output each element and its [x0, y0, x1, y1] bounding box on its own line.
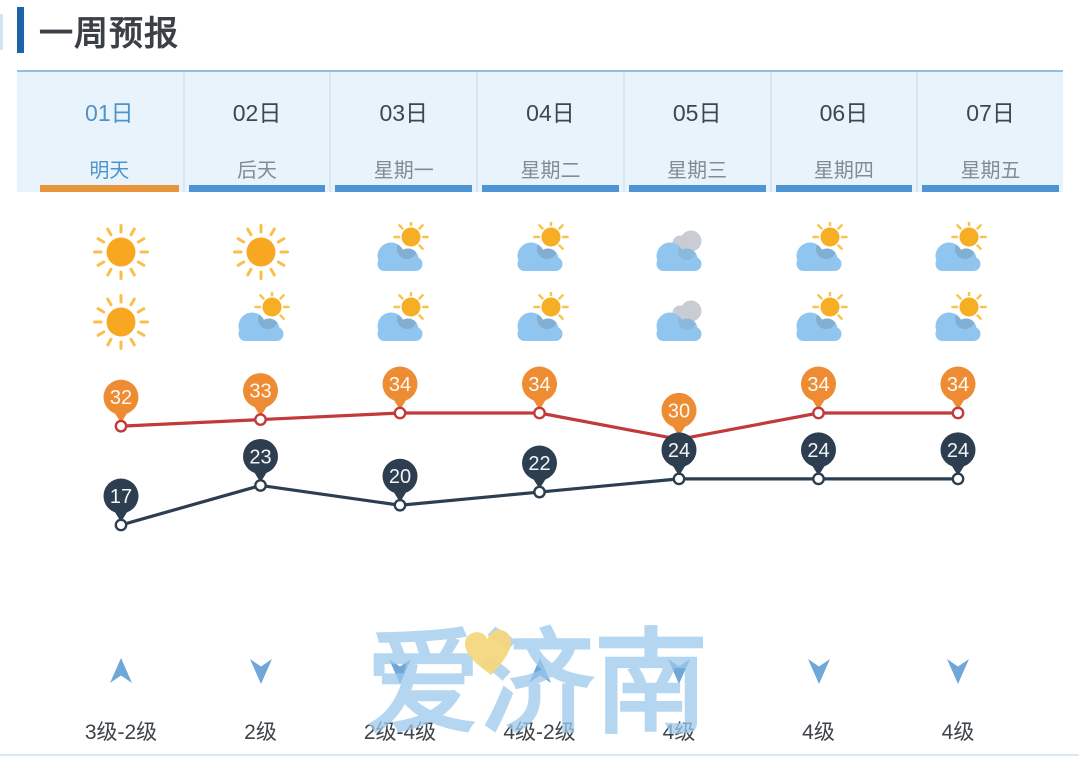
day-tab-3[interactable]: 03日星期一	[329, 72, 476, 192]
temp-value-label: 34	[389, 374, 411, 396]
temp-value-label: 32	[110, 387, 132, 409]
day-tab-indicator	[628, 185, 766, 192]
day-tab-date: 05日	[672, 100, 722, 126]
day-tab-date: 01日	[85, 100, 134, 126]
wind-direction-icon-down	[945, 656, 971, 686]
wind-level-label: 4级	[662, 721, 696, 744]
weather-icon-partly-cloudy	[925, 292, 991, 352]
weather-icon-cloudy	[646, 292, 712, 352]
section-header: 一周预报	[17, 6, 179, 54]
high-temp-marker: 33	[243, 373, 278, 417]
low-temp-marker: 20	[382, 458, 418, 503]
low-temp-marker: 17	[103, 478, 139, 522]
weather-icon-sunny	[228, 222, 294, 282]
wind-level-label: 4级	[941, 721, 975, 744]
high-temp-marker: 34	[801, 366, 836, 410]
temp-value-label: 34	[528, 374, 550, 396]
temp-value-label: 23	[249, 446, 271, 468]
low-temp-marker: 24	[661, 432, 697, 476]
day-tab-weekday: 明天	[89, 160, 130, 182]
wind-direction-icon-down	[806, 656, 832, 686]
day-tab-indicator	[40, 185, 179, 192]
low-temp-marker: 24	[940, 432, 976, 476]
day-tab-indicator	[335, 185, 473, 192]
weather-icon-partly-cloudy	[367, 222, 433, 282]
day-tab-4[interactable]: 04日星期二	[476, 72, 623, 192]
wind-level-label: 2级	[244, 721, 277, 744]
day-tab-7[interactable]: 07日星期五	[916, 72, 1063, 192]
wind-direction-icon-up	[108, 656, 134, 686]
weather-icon-partly-cloudy	[507, 292, 573, 352]
day-tabs: 01日 明天 02日 后天 03日 星期一 04日 星期二 05日 星期三 06日 星期四 07日 星期五	[17, 72, 1063, 192]
temp-value-label: 17	[110, 486, 132, 508]
day-tab-date: 07日	[966, 100, 1015, 126]
day-tab-indicator	[188, 185, 326, 192]
left-edge-fragment	[0, 14, 3, 50]
temp-value-label: 24	[807, 440, 829, 462]
day-tab-date: 04日	[526, 100, 575, 126]
wind-direction-icon-up	[527, 656, 553, 686]
high-temp-marker: 34	[522, 366, 557, 410]
low-temp-marker: 24	[801, 432, 836, 476]
high-temp-marker: 30	[661, 392, 697, 437]
weather-icon-partly-cloudy	[925, 222, 991, 282]
weather-icon-partly-cloudy	[228, 292, 294, 352]
wind-level-label: 2级-4级	[363, 721, 437, 744]
temp-value-label: 20	[389, 466, 411, 488]
day-tab-5[interactable]: 05日星期三	[622, 72, 770, 192]
wind-direction-icon-down	[666, 656, 692, 686]
temp-value-label: 24	[947, 440, 969, 462]
weather-icon-partly-cloudy	[507, 222, 573, 282]
day-tab-weekday: 星期五	[960, 160, 1021, 182]
temp-value-label: 33	[249, 381, 271, 403]
weather-icon-partly-cloudy	[367, 292, 433, 352]
wind-direction-icon-down	[387, 656, 413, 686]
wind-direction-icon-down	[248, 656, 274, 686]
temp-value-label: 34	[807, 374, 829, 396]
day-tab-weekday: 星期一	[373, 160, 434, 182]
day-tab-indicator	[775, 185, 913, 192]
low-temp-marker: 23	[243, 438, 278, 483]
weather-icon-partly-cloudy	[786, 222, 852, 282]
temp-value-label: 30	[668, 400, 690, 422]
wind-level-label: 4级	[802, 721, 835, 744]
temp-value-label: 34	[947, 374, 969, 396]
weather-icon-partly-cloudy	[786, 292, 852, 352]
low-temp-series: 17 23 20 22 24 24 24	[103, 432, 976, 532]
day-tab-weekday: 星期二	[520, 160, 581, 182]
day-tab-1[interactable]: 01日明天	[36, 72, 183, 192]
day-tab-date: 02日	[232, 100, 282, 126]
temp-value-label: 22	[528, 453, 550, 475]
weather-icon-sunny	[88, 222, 154, 282]
day-tab-2[interactable]: 02日后天	[182, 72, 330, 192]
bottom-divider	[0, 754, 1079, 756]
day-tab-date: 06日	[819, 100, 869, 126]
day-tab-weekday: 后天	[237, 160, 278, 182]
high-temp-marker: 34	[940, 366, 976, 410]
day-tab-weekday: 星期三	[667, 160, 728, 182]
page-title: 一周预报	[39, 14, 179, 53]
low-temp-marker: 22	[522, 445, 557, 490]
day-tab-date: 03日	[379, 100, 429, 126]
header-divider	[17, 70, 1063, 72]
day-tab-6[interactable]: 06日星期四	[769, 72, 917, 192]
temperature-chart: 32 33 34 34 30 34 34 17 23 20 22 24	[103, 366, 976, 532]
title-accent-bar	[17, 7, 24, 53]
high-temp-series: 32 33 34 34 30 34 34	[103, 366, 976, 446]
weather-icon-sunny	[88, 292, 154, 352]
wind-level-label: 4级-2级	[503, 721, 576, 744]
day-tab-indicator	[922, 185, 1059, 192]
high-temp-marker: 32	[103, 379, 139, 424]
weather-icon-cloudy	[646, 222, 712, 282]
temp-value-label: 24	[668, 440, 690, 462]
day-tab-weekday: 星期四	[813, 160, 874, 182]
heart-icon	[465, 629, 511, 675]
wind-level-label: 3级-2级	[84, 721, 158, 744]
day-tab-indicator	[482, 185, 619, 192]
high-temp-marker: 34	[382, 366, 418, 410]
